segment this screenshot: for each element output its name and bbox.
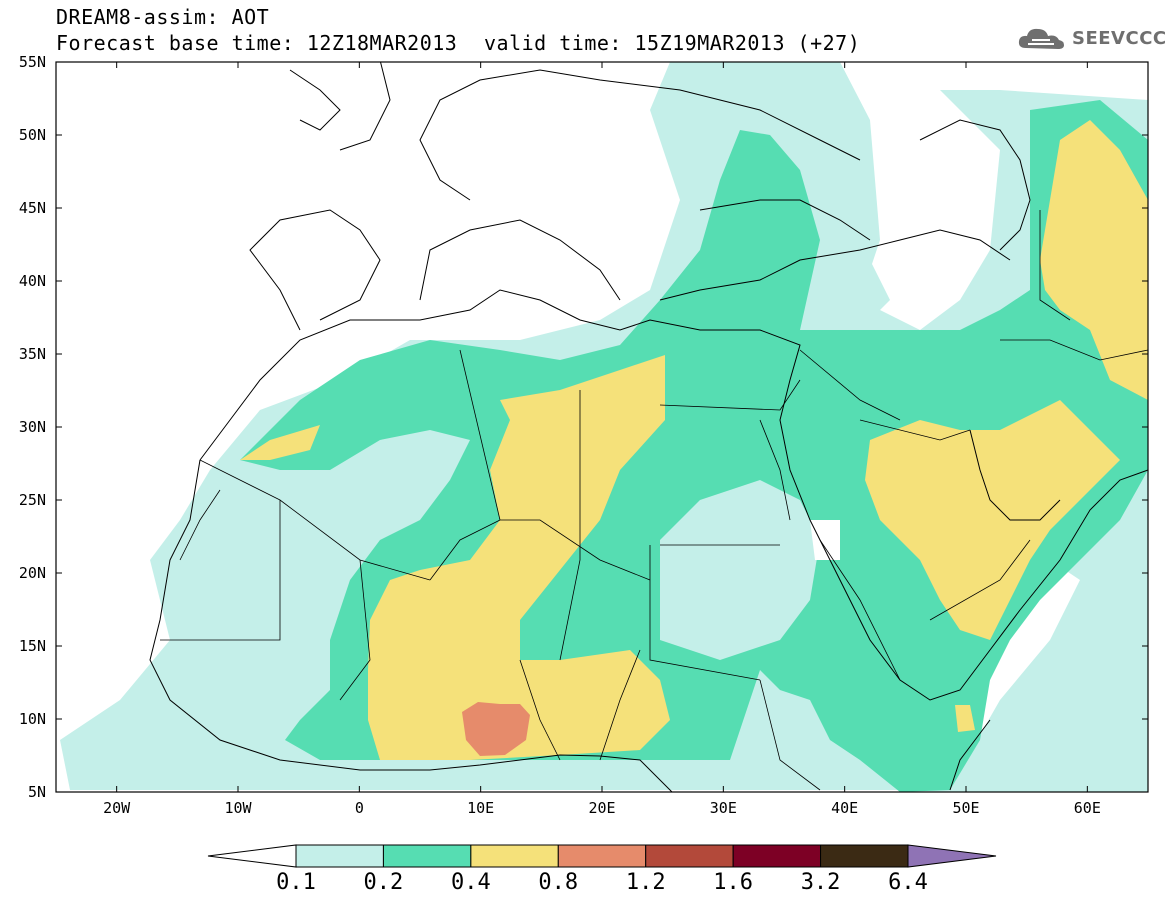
colorbar-min-arrow xyxy=(207,844,297,868)
lon-label: 30E xyxy=(709,799,737,817)
colorbar-swatch xyxy=(732,844,822,868)
lat-label: 10N xyxy=(18,710,46,728)
lon-label: 10E xyxy=(467,799,495,817)
colorbar-swatch xyxy=(645,844,734,868)
colorbar-swatch xyxy=(295,844,384,868)
aot-field xyxy=(60,62,1148,792)
map-title: DREAM8-assim: AOT xyxy=(56,5,270,29)
lat-label: 25N xyxy=(18,491,46,509)
colorbar-swatch xyxy=(557,844,647,868)
colorbar-label: 0.4 xyxy=(450,870,491,895)
lat-label: 40N xyxy=(18,272,46,290)
colorbar-label: 6.4 xyxy=(888,870,928,895)
colorbar-label: 1.2 xyxy=(625,870,666,895)
lon-label: 20W xyxy=(103,799,131,817)
colorbar-swatch xyxy=(470,844,559,868)
cloud-icon xyxy=(1018,28,1064,49)
forecast-base-time: Forecast base time: 12Z18MAR2013 xyxy=(56,31,458,55)
logo-text: SEEVCCC xyxy=(1072,27,1165,49)
colorbar-label: 0.2 xyxy=(363,870,404,895)
colorbar-swatch xyxy=(820,844,909,868)
lat-label: 20N xyxy=(18,564,46,582)
lon-label: 40E xyxy=(831,799,859,817)
valid-time: valid time: 15Z19MAR2013 (+27) xyxy=(484,31,861,55)
aot-band-0.8 xyxy=(462,702,530,756)
aot-band-0.4 xyxy=(368,355,670,760)
lat-label: 45N xyxy=(18,199,46,217)
seevccc-logo: SEEVCCC xyxy=(1016,24,1165,52)
lat-label: 30N xyxy=(18,418,46,436)
lon-label: 50E xyxy=(952,799,980,817)
lat-label: 5N xyxy=(27,783,46,801)
colorbar-label: 0.1 xyxy=(276,870,316,895)
colorbar-label: 3.2 xyxy=(800,870,841,895)
colorbar xyxy=(207,844,997,868)
lon-label: 60E xyxy=(1073,799,1101,817)
colorbar-label: 1.6 xyxy=(713,870,754,895)
axis-ticks xyxy=(56,61,1148,793)
lat-label: 15N xyxy=(18,637,46,655)
lon-label: 20E xyxy=(588,799,616,817)
lon-label: 0 xyxy=(354,799,364,817)
lon-label: 10W xyxy=(224,799,252,817)
colorbar-max-arrow xyxy=(907,844,997,868)
coastlines xyxy=(149,62,1148,792)
country-borders xyxy=(160,210,1148,791)
colorbar-swatch xyxy=(382,844,472,868)
lat-label: 35N xyxy=(18,345,46,363)
colorbar-label: 0.8 xyxy=(538,870,579,895)
lat-label: 50N xyxy=(18,126,46,144)
lat-label: 55N xyxy=(18,53,46,71)
